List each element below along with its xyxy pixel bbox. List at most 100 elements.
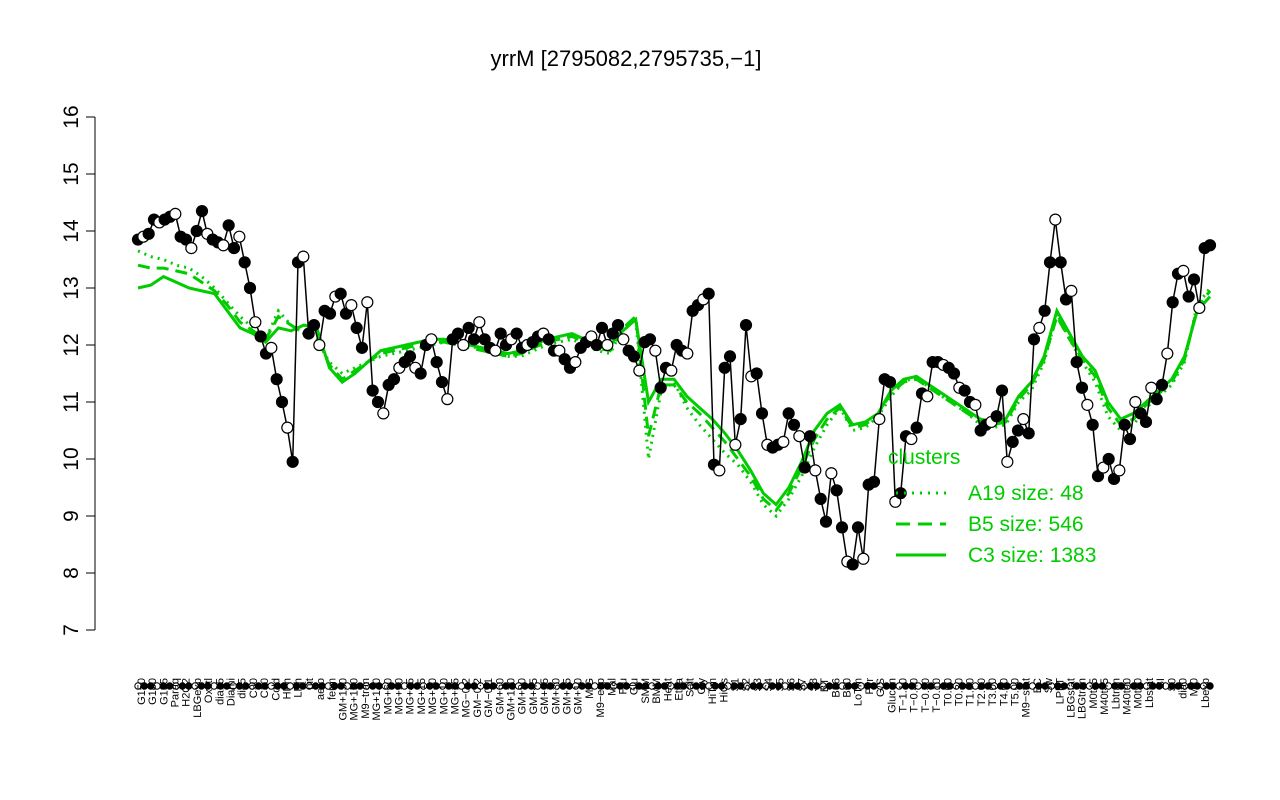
data-point [323,307,337,320]
x-tick-label: S7 [797,678,809,691]
data-point [1113,464,1126,477]
x-tick-label: HiTm [707,678,719,704]
data-point [910,421,923,434]
data-point [169,207,182,220]
x-tick-label: S0 [1166,678,1178,691]
x-tick-label: GM+30 [550,678,562,714]
x-tick-label: S1 [730,678,742,691]
x-tick-label: GM−0.2 [472,678,484,717]
data-point [451,327,465,340]
x-tick-label: S2 [741,678,753,691]
legend: clusters A19 size: 48 B5 size: 546 C3 si… [888,446,1096,567]
data-point [227,242,241,255]
x-tick-label: BMM [651,678,663,704]
x-tick-label: LBGstat [1066,678,1078,718]
data-point [478,333,491,346]
data-point [1150,393,1163,406]
x-tick-label: LoTm [853,678,865,706]
data-point [649,344,662,357]
data-point [350,321,363,334]
data-point [681,347,694,360]
x-tick-label: C30 [259,678,271,698]
cluster-series-layer [137,249,1212,519]
x-tick-label: M9−tran [360,678,372,719]
data-point [798,461,811,474]
x-tick-label: Glucon [886,678,898,713]
condition-marker [1206,682,1214,690]
x-tick-label: M40t45 [1099,678,1111,715]
data-point [1097,461,1110,474]
data-point [430,356,443,369]
data-point [1187,273,1201,286]
x-tick-label: GM+15 [539,678,551,714]
data-point [1065,284,1078,297]
data-point [270,373,283,386]
data-point [601,338,614,352]
x-tick-label: ferm [326,678,338,700]
y-tick-label: 12 [60,333,83,356]
data-point [473,316,486,329]
data-point [1166,296,1179,309]
data-point [510,327,523,340]
y-tick-label: 15 [60,162,83,185]
x-tick-label: S3 [752,678,764,691]
data-point [371,395,385,409]
x-tick-label: MG+120 [371,678,383,721]
x-tick-label: LBGexp [192,678,204,718]
y-tick-label: 7 [60,624,83,636]
x-tick-label: BT [819,678,831,692]
x-tick-label: C90 [248,678,260,698]
x-tick-label: Lbtran [1110,678,1122,709]
data-point [793,430,806,443]
x-tick-label: T2.00 [976,678,988,706]
data-point [1059,293,1073,306]
x-tick-label: Glu [629,678,641,695]
data-point [243,281,257,295]
data-point [403,350,417,363]
data-point [1134,407,1147,420]
x-tick-label: GM+150 [338,678,350,721]
data-point [1033,321,1046,334]
data-point [1139,415,1153,429]
x-tick-label: T4.00 [998,678,1010,706]
data-point [222,219,235,232]
data-point [489,344,502,357]
x-tick-label: G150 [136,678,148,705]
data-point [809,464,822,477]
x-tick-label: M0t45 [1088,678,1100,709]
x-tick-label: MG+60 [382,678,394,714]
x-tick-label: GM+90 [517,678,529,714]
data-point [302,327,315,340]
data-point [1022,427,1035,440]
data-point [1118,418,1131,431]
x-tick-label: GM+120 [506,678,518,721]
data-point [846,558,859,571]
data-point [1086,418,1099,431]
data-point [819,515,833,528]
data-point [1193,301,1206,315]
x-tick-label: G180 [147,678,159,705]
y-tick-label: 10 [60,447,83,470]
data-point [1161,347,1174,360]
x-tick-label: MG+30 [427,678,439,714]
data-point [307,318,321,332]
data-point [713,464,726,477]
data-point [905,432,918,446]
x-tick-label: Cold [270,678,282,701]
x-tick-label: T0.30 [954,678,966,706]
y-tick-label: 9 [60,510,83,522]
data-point [195,204,209,218]
data-point [894,487,907,500]
data-point [947,367,961,380]
data-point [739,318,753,332]
data-point [1043,256,1057,269]
data-point [1027,333,1041,346]
data-point [1203,239,1217,252]
x-tick-label: BI [1155,678,1167,688]
legend-label-a19: A19 size: 48 [968,482,1084,505]
data-point [1182,290,1195,303]
data-point [1070,356,1083,369]
data-point [441,393,454,406]
data-point [1081,398,1094,411]
